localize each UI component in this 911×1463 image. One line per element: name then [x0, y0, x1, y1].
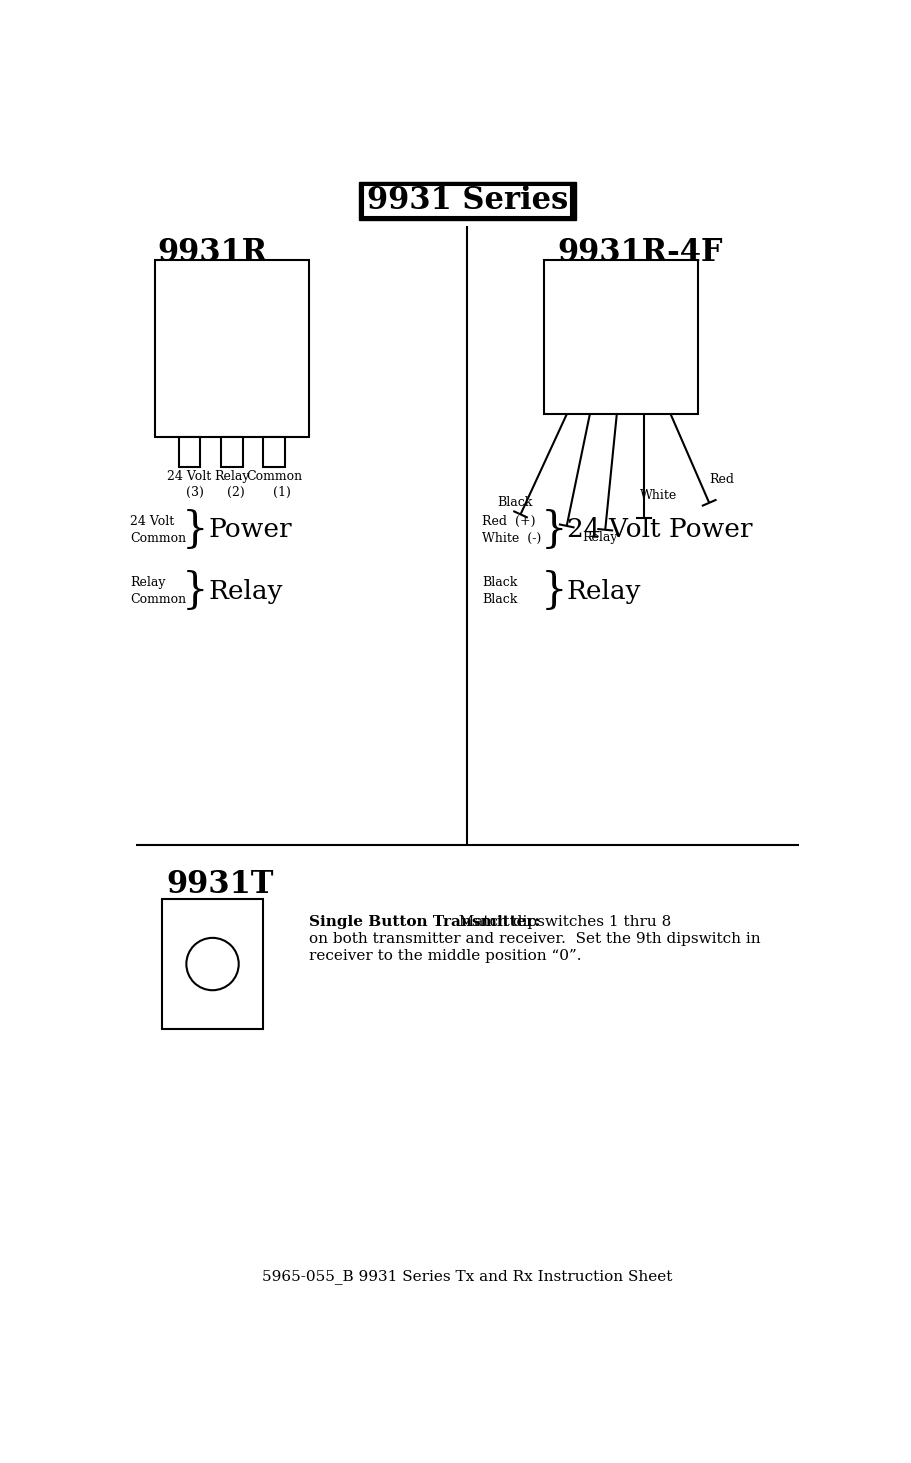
Bar [543, 260, 697, 414]
Text: 9931R: 9931R [158, 237, 267, 268]
Text: }: } [540, 509, 567, 550]
Text: Relay: Relay [581, 531, 617, 544]
Text: Power: Power [209, 518, 292, 543]
Text: 24 Volt Power: 24 Volt Power [566, 518, 752, 543]
Bar [363, 184, 570, 217]
Bar [263, 437, 284, 467]
Bar [358, 181, 576, 221]
Text: }: } [181, 571, 208, 613]
Text: White: White [640, 489, 676, 502]
Text: on both transmitter and receiver.  Set the 9th dipswitch in: on both transmitter and receiver. Set th… [309, 932, 760, 945]
Text: Relay: Relay [209, 579, 283, 604]
Bar [220, 437, 242, 467]
Text: 24 Volt
Common: 24 Volt Common [130, 515, 186, 544]
Text: Relay: Relay [566, 579, 640, 604]
Bar [162, 900, 262, 1028]
Bar [155, 260, 309, 437]
Text: }: } [540, 571, 567, 613]
Text: Red  (+)
White  (-): Red (+) White (-) [482, 515, 541, 544]
Text: Single Button Transmitter:: Single Button Transmitter: [309, 914, 539, 929]
Text: Black
Black: Black Black [482, 576, 517, 606]
Text: Black: Black [496, 496, 532, 509]
Bar [179, 437, 200, 467]
Text: Relay
Common: Relay Common [130, 576, 186, 606]
Text: 24 Volt
   (3): 24 Volt (3) [167, 471, 211, 499]
Text: Relay
  (2): Relay (2) [214, 471, 250, 499]
Text: 5965-055_B 9931 Series Tx and Rx Instruction Sheet: 5965-055_B 9931 Series Tx and Rx Instruc… [262, 1270, 671, 1285]
Text: 9931T: 9931T [166, 869, 273, 900]
Text: 9931R-4F: 9931R-4F [557, 237, 722, 268]
Text: Match dipswitches 1 thru 8: Match dipswitches 1 thru 8 [448, 914, 670, 929]
Text: }: } [181, 509, 208, 550]
Text: Common
    (1): Common (1) [246, 471, 302, 499]
Text: Red: Red [709, 473, 733, 486]
Circle shape [186, 938, 239, 990]
Text: receiver to the middle position “0”.: receiver to the middle position “0”. [309, 948, 580, 963]
Text: 9931 Series: 9931 Series [366, 186, 568, 217]
